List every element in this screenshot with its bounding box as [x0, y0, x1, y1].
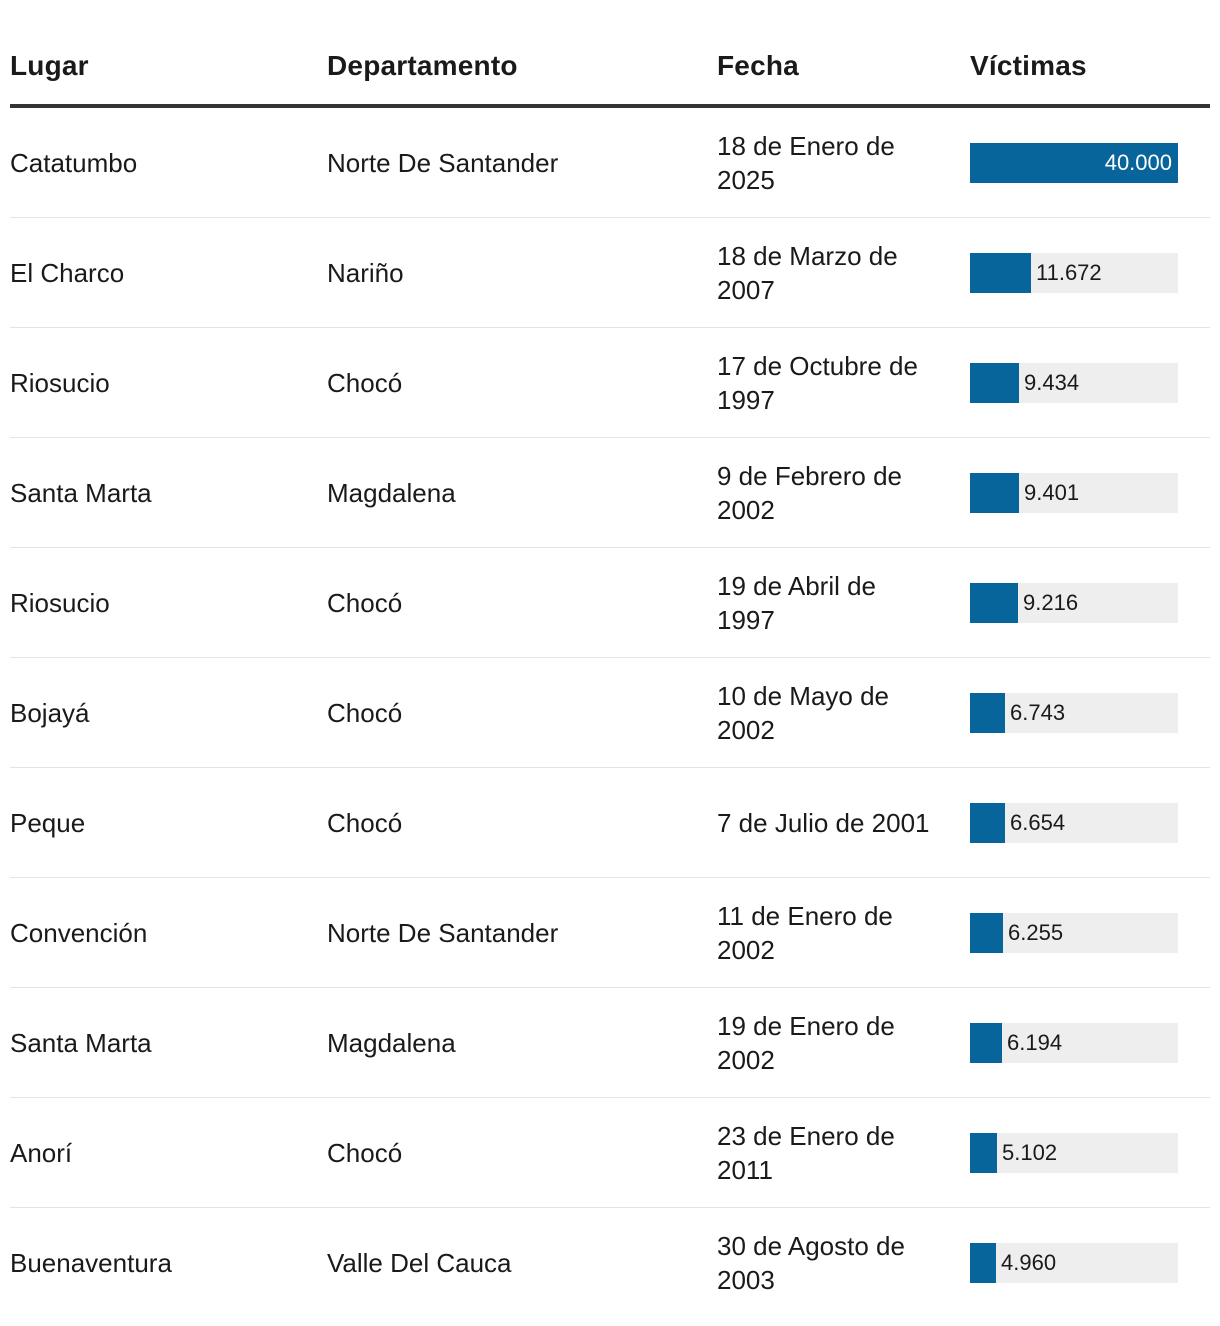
table-body: Catatumbo Norte De Santander 18 de Enero d… [10, 108, 1210, 1317]
cell-fecha: 19 de Abril de 1997 [717, 570, 877, 635]
cell-lugar: El Charco [10, 257, 125, 288]
bar-track: 4.960 [970, 1242, 1178, 1283]
cell-fecha: 11 de Enero de 2002 [717, 900, 893, 965]
table-row: El Charco Nariño 18 de Marzo de 2007 11.672 [10, 218, 1210, 328]
table-row: Bojayá Chocó 10 de Mayo de 2002 6.743 [10, 658, 1210, 768]
cell-departamento: Valle Del Cauca [327, 1247, 512, 1278]
bar [970, 362, 1019, 403]
header-departamento: Departamento [327, 50, 518, 81]
cell-lugar: Santa Marta [10, 477, 152, 508]
cell-departamento: Magdalena [327, 1027, 456, 1058]
bar-value-label: 9.434 [1024, 369, 1080, 395]
cell-departamento: Norte De Santander [327, 147, 559, 178]
cell-victimas: 9.216 [970, 548, 1178, 657]
header-victimas: Víctimas [970, 50, 1087, 81]
bar-track: 5.102 [970, 1132, 1178, 1173]
header-fecha: Fecha [717, 50, 799, 81]
table-header: Lugar Departamento Fecha Víctimas [10, 0, 1210, 108]
cell-victimas: 4.960 [970, 1208, 1178, 1317]
cell-fecha: 18 de Marzo de 2007 [717, 240, 898, 305]
bar [970, 252, 1031, 293]
bar-track: 6.654 [970, 802, 1178, 843]
table-row: Santa Marta Magdalena 9 de Febrero de 2002… [10, 438, 1210, 548]
cell-victimas: 9.401 [970, 438, 1178, 547]
cell-lugar: Santa Marta [10, 1027, 152, 1058]
cell-departamento: Chocó [327, 367, 403, 398]
cell-victimas: 6.743 [970, 658, 1178, 767]
cell-fecha: 18 de Enero de 2025 [717, 130, 895, 195]
bar-track: 9.401 [970, 472, 1178, 513]
cell-victimas: 40.000 [970, 108, 1178, 217]
table-row: Santa Marta Magdalena 19 de Enero de 2002 6… [10, 988, 1210, 1098]
bar-value-label: 40.000 [1104, 149, 1172, 175]
bar [970, 582, 1018, 623]
bar-track: 9.216 [970, 582, 1178, 623]
bar [970, 472, 1019, 513]
bar-value-label: 9.216 [1023, 589, 1079, 615]
bar [970, 142, 1178, 183]
cell-lugar: Bojayá [10, 697, 90, 728]
cell-fecha: 30 de Agosto de 2003 [717, 1230, 905, 1295]
table-row: Peque Chocó 7 de Julio de 2001 6.654 [10, 768, 1210, 878]
bar-value-label: 6.654 [1010, 809, 1066, 835]
cell-victimas: 11.672 [970, 218, 1178, 327]
table-row: Buenaventura Valle Del Cauca 30 de Agosto … [10, 1208, 1210, 1317]
table-row: Riosucio Chocó 17 de Octubre de 1997 9.434 [10, 328, 1210, 438]
bar-value-label: 6.194 [1007, 1029, 1063, 1055]
cell-fecha: 9 de Febrero de 2002 [717, 460, 903, 525]
table-row: Convención Norte De Santander 11 de Enero … [10, 878, 1210, 988]
bar-track: 11.672 [970, 252, 1178, 293]
cell-lugar: Anorí [10, 1137, 73, 1168]
cell-lugar: Convención [10, 917, 148, 948]
bar-value-label: 9.401 [1024, 479, 1080, 505]
cell-departamento: Nariño [327, 257, 404, 288]
cell-fecha: 7 de Julio de 2001 [717, 807, 930, 838]
cell-fecha: 10 de Mayo de 2002 [717, 680, 890, 745]
bar [970, 802, 1005, 843]
bar-track: 6.255 [970, 912, 1178, 953]
bar-value-label: 6.255 [1008, 919, 1064, 945]
bar [970, 1242, 996, 1283]
cell-departamento: Norte De Santander [327, 917, 559, 948]
cell-victimas: 5.102 [970, 1098, 1178, 1207]
cell-departamento: Chocó [327, 1137, 403, 1168]
table-row: Anorí Chocó 23 de Enero de 2011 5.102 [10, 1098, 1210, 1208]
bar-track: 6.743 [970, 692, 1178, 733]
bar-value-label: 11.672 [1036, 259, 1102, 285]
cell-lugar: Peque [10, 807, 86, 838]
cell-lugar: Buenaventura [10, 1247, 172, 1278]
cell-lugar: Riosucio [10, 587, 110, 618]
cell-departamento: Chocó [327, 807, 403, 838]
bar-track: 9.434 [970, 362, 1178, 403]
victims-table: Lugar Departamento Fecha Víctimas Catatu… [10, 0, 1210, 1317]
bar [970, 1132, 997, 1173]
bar-value-label: 5.102 [1002, 1139, 1058, 1165]
cell-fecha: 17 de Octubre de 1997 [717, 350, 918, 415]
table-row: Catatumbo Norte De Santander 18 de Enero d… [10, 108, 1210, 218]
bar-value-label: 4.960 [1001, 1249, 1057, 1275]
bar-track: 6.194 [970, 1022, 1178, 1063]
cell-victimas: 6.194 [970, 988, 1178, 1097]
cell-departamento: Chocó [327, 697, 403, 728]
cell-departamento: Magdalena [327, 477, 456, 508]
bar [970, 1022, 1002, 1063]
bar [970, 912, 1003, 953]
header-lugar: Lugar [10, 50, 89, 81]
bar-value-label: 6.743 [1010, 699, 1066, 725]
cell-victimas: 9.434 [970, 328, 1178, 437]
cell-lugar: Riosucio [10, 367, 110, 398]
cell-fecha: 23 de Enero de 2011 [717, 1120, 895, 1185]
cell-victimas: 6.654 [970, 768, 1178, 877]
bar [970, 692, 1005, 733]
cell-lugar: Catatumbo [10, 147, 138, 178]
cell-victimas: 6.255 [970, 878, 1178, 987]
table-row: Riosucio Chocó 19 de Abril de 1997 9.216 [10, 548, 1210, 658]
cell-fecha: 19 de Enero de 2002 [717, 1010, 895, 1075]
bar-track: 40.000 [970, 142, 1178, 183]
cell-departamento: Chocó [327, 587, 403, 618]
